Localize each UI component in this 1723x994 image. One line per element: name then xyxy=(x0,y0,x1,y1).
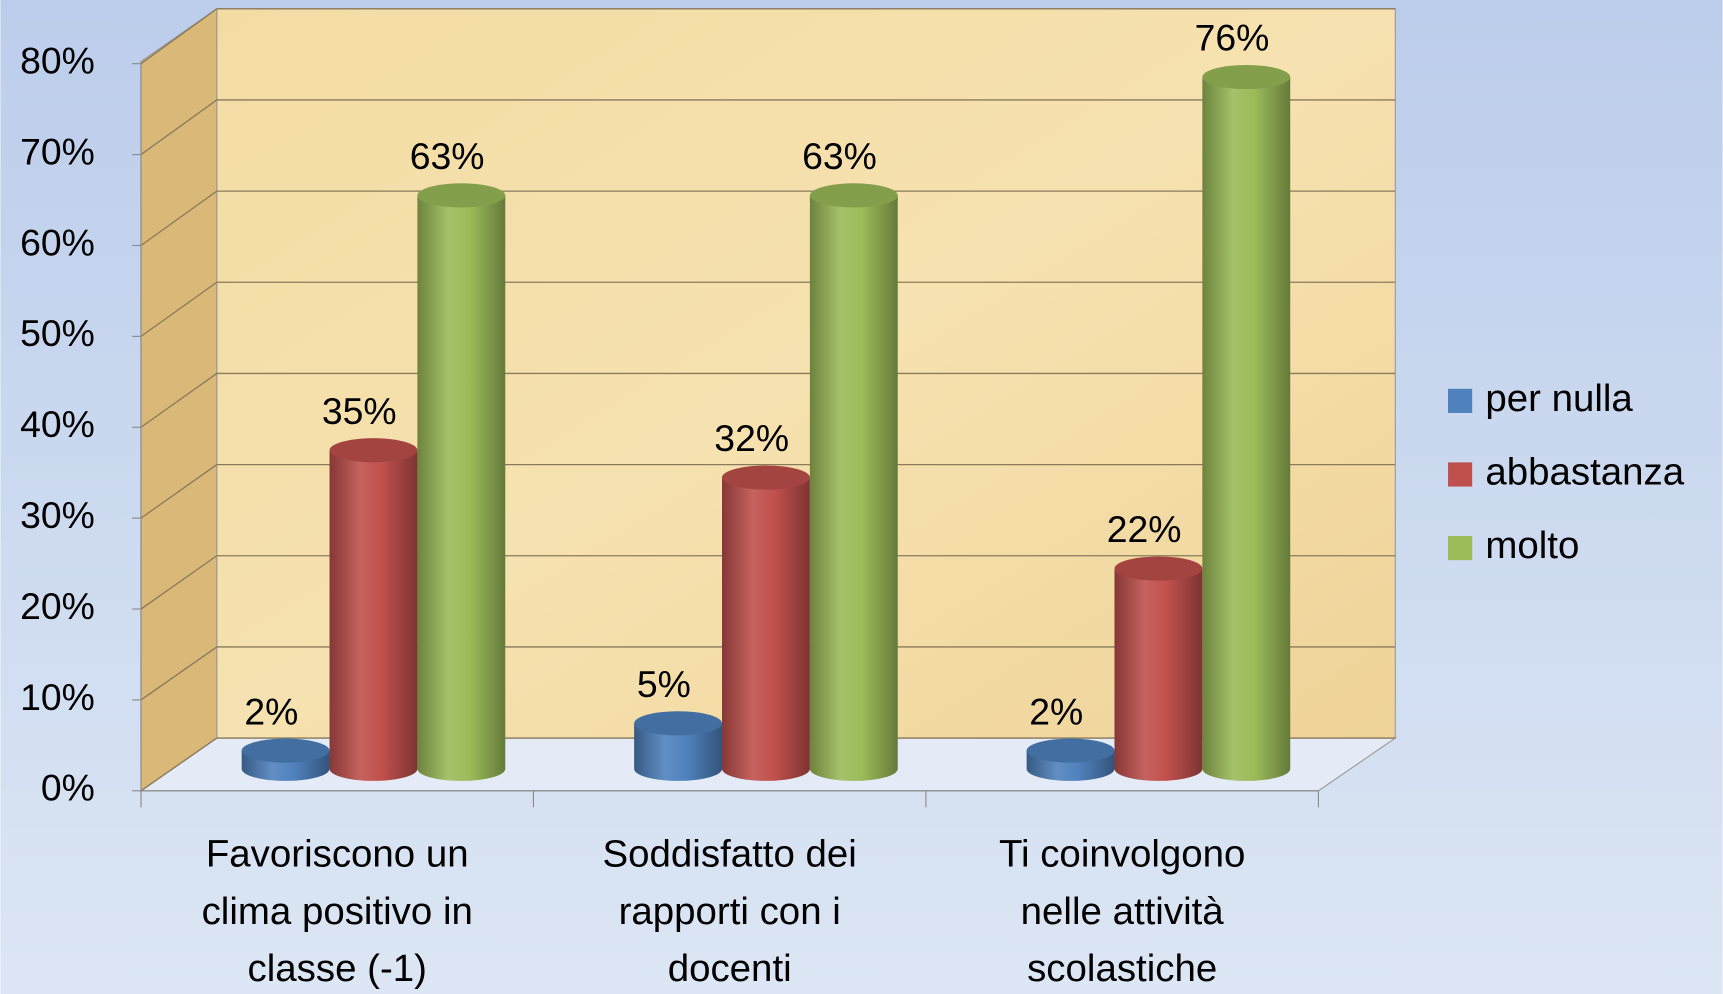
legend-label: per nulla xyxy=(1485,377,1633,420)
y-tick-label: 40% xyxy=(20,403,95,445)
data-label: 22% xyxy=(1107,508,1182,550)
grid-line xyxy=(140,190,218,247)
grid-line xyxy=(140,99,218,156)
bar-top xyxy=(329,438,418,463)
y-tick-label: 30% xyxy=(20,494,95,536)
bar-top xyxy=(634,711,723,736)
data-label: 63% xyxy=(410,135,485,177)
grid-line xyxy=(140,8,218,65)
legend-label: abbastanza xyxy=(1485,451,1684,494)
grid-line xyxy=(140,372,218,428)
legend-swatch xyxy=(1448,535,1473,561)
bar xyxy=(1114,568,1203,781)
grid-line xyxy=(140,737,218,792)
bar-top xyxy=(809,183,898,208)
x-tick-label: Favoriscono un clima positivo in classe (-… xyxy=(202,833,473,990)
x-tick-label: Ti coinvolgono nelle attività scolastiche xyxy=(999,833,1245,990)
data-label: 76% xyxy=(1195,17,1270,59)
grid-line xyxy=(140,646,218,701)
grid-line xyxy=(140,281,218,337)
bar-top xyxy=(1202,64,1291,90)
y-tick-label: 70% xyxy=(20,130,95,172)
bar-top xyxy=(417,183,506,208)
data-label: 32% xyxy=(714,417,789,459)
legend-swatch xyxy=(1448,388,1473,413)
bar-top xyxy=(241,738,330,763)
data-label: 2% xyxy=(1029,690,1083,732)
bar xyxy=(417,195,506,781)
legend-label: molto xyxy=(1485,524,1579,567)
bar-top xyxy=(1114,556,1203,581)
grid-line xyxy=(140,555,218,610)
bar-top xyxy=(1026,738,1115,763)
data-label: 5% xyxy=(637,663,691,705)
bar xyxy=(722,477,810,781)
y-tick-label: 0% xyxy=(41,767,95,809)
y-tick-label: 50% xyxy=(20,312,95,354)
y-tick-label: 60% xyxy=(20,221,95,263)
legend-swatch xyxy=(1448,462,1473,487)
bar xyxy=(634,723,723,781)
bar-top xyxy=(722,465,810,490)
y-tick-label: 10% xyxy=(20,676,95,718)
bar xyxy=(1202,77,1291,781)
y-tick-label: 20% xyxy=(20,585,95,627)
data-label: 63% xyxy=(802,135,877,177)
data-label: 2% xyxy=(244,690,298,732)
bar xyxy=(329,450,418,781)
y-tick-label: 80% xyxy=(20,40,95,82)
bar xyxy=(809,195,898,781)
data-label: 35% xyxy=(322,390,397,432)
grid-line xyxy=(140,464,218,519)
x-tick-label: Soddisfatto dei rapporti con i docenti xyxy=(603,833,857,990)
